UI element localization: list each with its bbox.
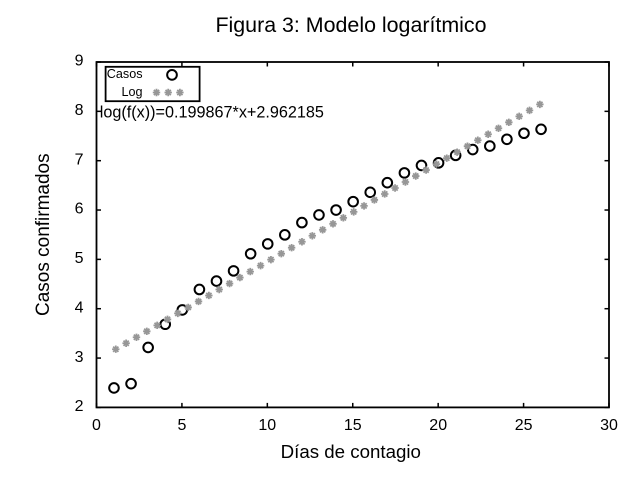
svg-text:Log: Log [121,85,142,99]
svg-text:Días de contagio: Días de contagio [281,441,421,462]
svg-text:10: 10 [258,417,276,434]
svg-text:Casos: Casos [107,67,143,81]
svg-text:4: 4 [75,299,84,316]
svg-text:0: 0 [92,417,101,434]
svg-text:6: 6 [75,201,84,218]
svg-text:8: 8 [75,102,84,119]
svg-text:7: 7 [75,151,84,168]
svg-text:3: 3 [75,349,84,366]
svg-text:5: 5 [177,417,186,434]
svg-text:25: 25 [515,417,533,434]
svg-text:20: 20 [429,417,447,434]
svg-text:Casos confirmados: Casos confirmados [33,153,54,316]
svg-text:2: 2 [75,398,84,415]
svg-text:15: 15 [344,417,362,434]
svg-text:30: 30 [600,417,618,434]
svg-text:9: 9 [75,53,84,70]
svg-text:Figura 3: Modelo logarítmico: Figura 3: Modelo logarítmico [215,13,486,37]
svg-text:5: 5 [75,250,84,267]
svg-text:log(f(x))=0.199867*x+2.962185: log(f(x))=0.199867*x+2.962185 [100,104,324,122]
